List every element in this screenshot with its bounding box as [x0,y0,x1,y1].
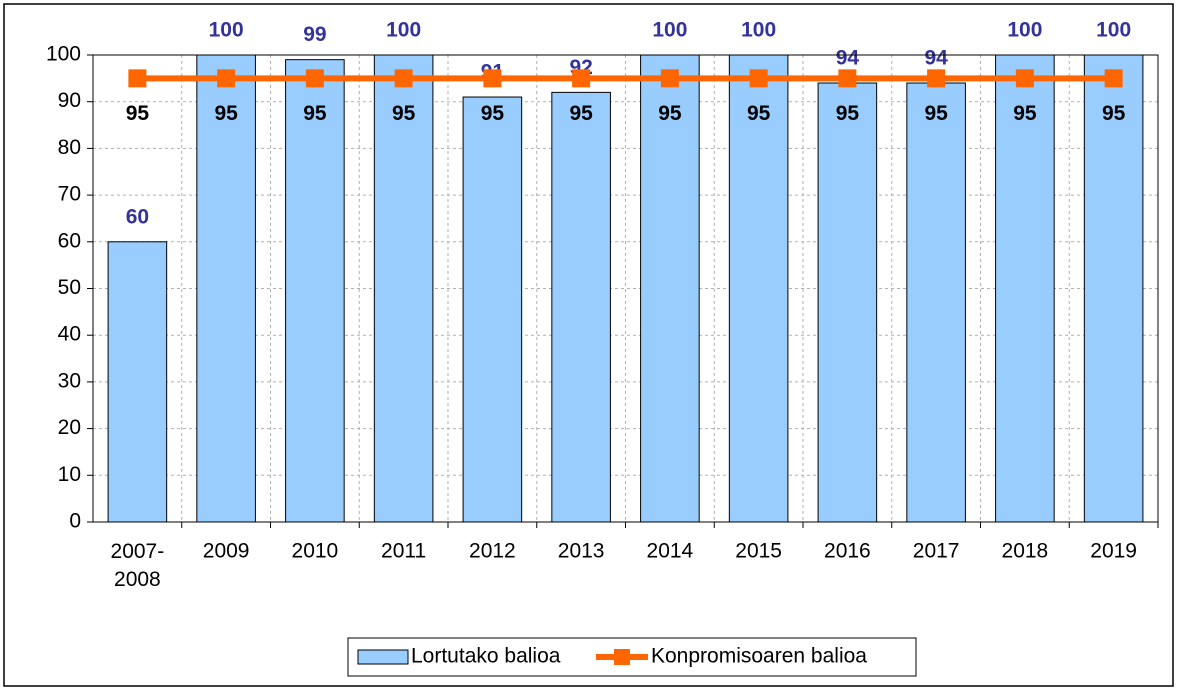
y-tick-label: 50 [58,276,81,299]
legend-label: Konpromisoaren balioa [651,645,867,668]
x-tick-label: 2009 [203,540,250,563]
line-value-label: 95 [747,102,771,125]
bar [728,54,789,523]
legend-marker [614,649,630,665]
bar-value-label: 94 [836,47,860,70]
bar [995,54,1055,523]
line-value-label: 95 [836,102,860,125]
bar [196,54,256,523]
x-tick-label: 2016 [824,540,871,563]
y-tick-label: 0 [69,510,81,533]
bar [373,54,434,523]
line-value-label: 95 [569,102,593,125]
bar-value-label: 99 [303,23,326,46]
line-marker [217,69,236,88]
line-value-label: 95 [303,102,327,125]
line-marker [1104,69,1123,88]
y-tick-label: 10 [58,463,81,486]
x-tick-label: 2011 [381,540,426,563]
x-tick-label: 2014 [647,540,694,563]
legend-label: Lortutako balioa [411,645,561,668]
line-marker [483,69,502,88]
bar [906,82,966,523]
x-tick-label: 2007-2008 [111,540,165,591]
line-value-label: 95 [924,102,948,125]
line-marker [305,69,324,88]
line-value-label: 95 [658,102,682,125]
bar-value-label: 100 [741,19,776,42]
bar-value-label: 100 [652,19,687,42]
bar-value-label: 100 [1007,19,1042,42]
x-tick-label: 2018 [1002,540,1049,563]
bar [640,54,700,523]
line-marker [838,69,857,88]
y-tick-label: 60 [58,229,81,252]
line-marker [572,69,591,88]
line-value-label: 95 [392,102,416,125]
line-marker [394,69,413,88]
x-tick-label: 2010 [292,540,339,563]
bar-value-label: 100 [386,19,421,42]
line-marker [660,69,679,88]
bar [462,96,523,523]
y-tick-label: 80 [58,136,81,159]
bar-value-label: 100 [209,19,244,42]
bar [285,59,345,523]
x-tick-label: 2019 [1090,540,1137,563]
x-tick-label: 2013 [558,540,605,563]
line-value-label: 95 [1013,102,1037,125]
y-tick-label: 90 [58,89,81,112]
y-tick-label: 100 [46,43,81,66]
line-marker [128,69,147,88]
bar-value-label: 100 [1096,19,1131,42]
line-marker [1015,69,1034,88]
y-tick-label: 30 [58,369,81,392]
bar-value-label: 94 [924,47,948,70]
line-value-label: 95 [214,102,238,125]
bar [551,91,611,523]
line-marker [927,69,946,88]
bar [107,241,168,523]
x-tick-label: 2017 [913,540,960,563]
bar [1083,54,1144,523]
y-tick-label: 20 [58,416,81,439]
line-value-label: 95 [126,102,150,125]
y-tick-label: 40 [58,323,81,346]
line-marker [749,69,768,88]
y-tick-label: 70 [58,183,81,206]
x-tick-label: 2012 [469,540,516,563]
line-value-label: 95 [1102,102,1126,125]
legend-swatch [357,649,409,665]
bar-value-label: 60 [126,205,149,228]
x-tick-label: 2015 [735,540,782,563]
bar [817,82,878,523]
line-value-label: 95 [481,102,505,125]
